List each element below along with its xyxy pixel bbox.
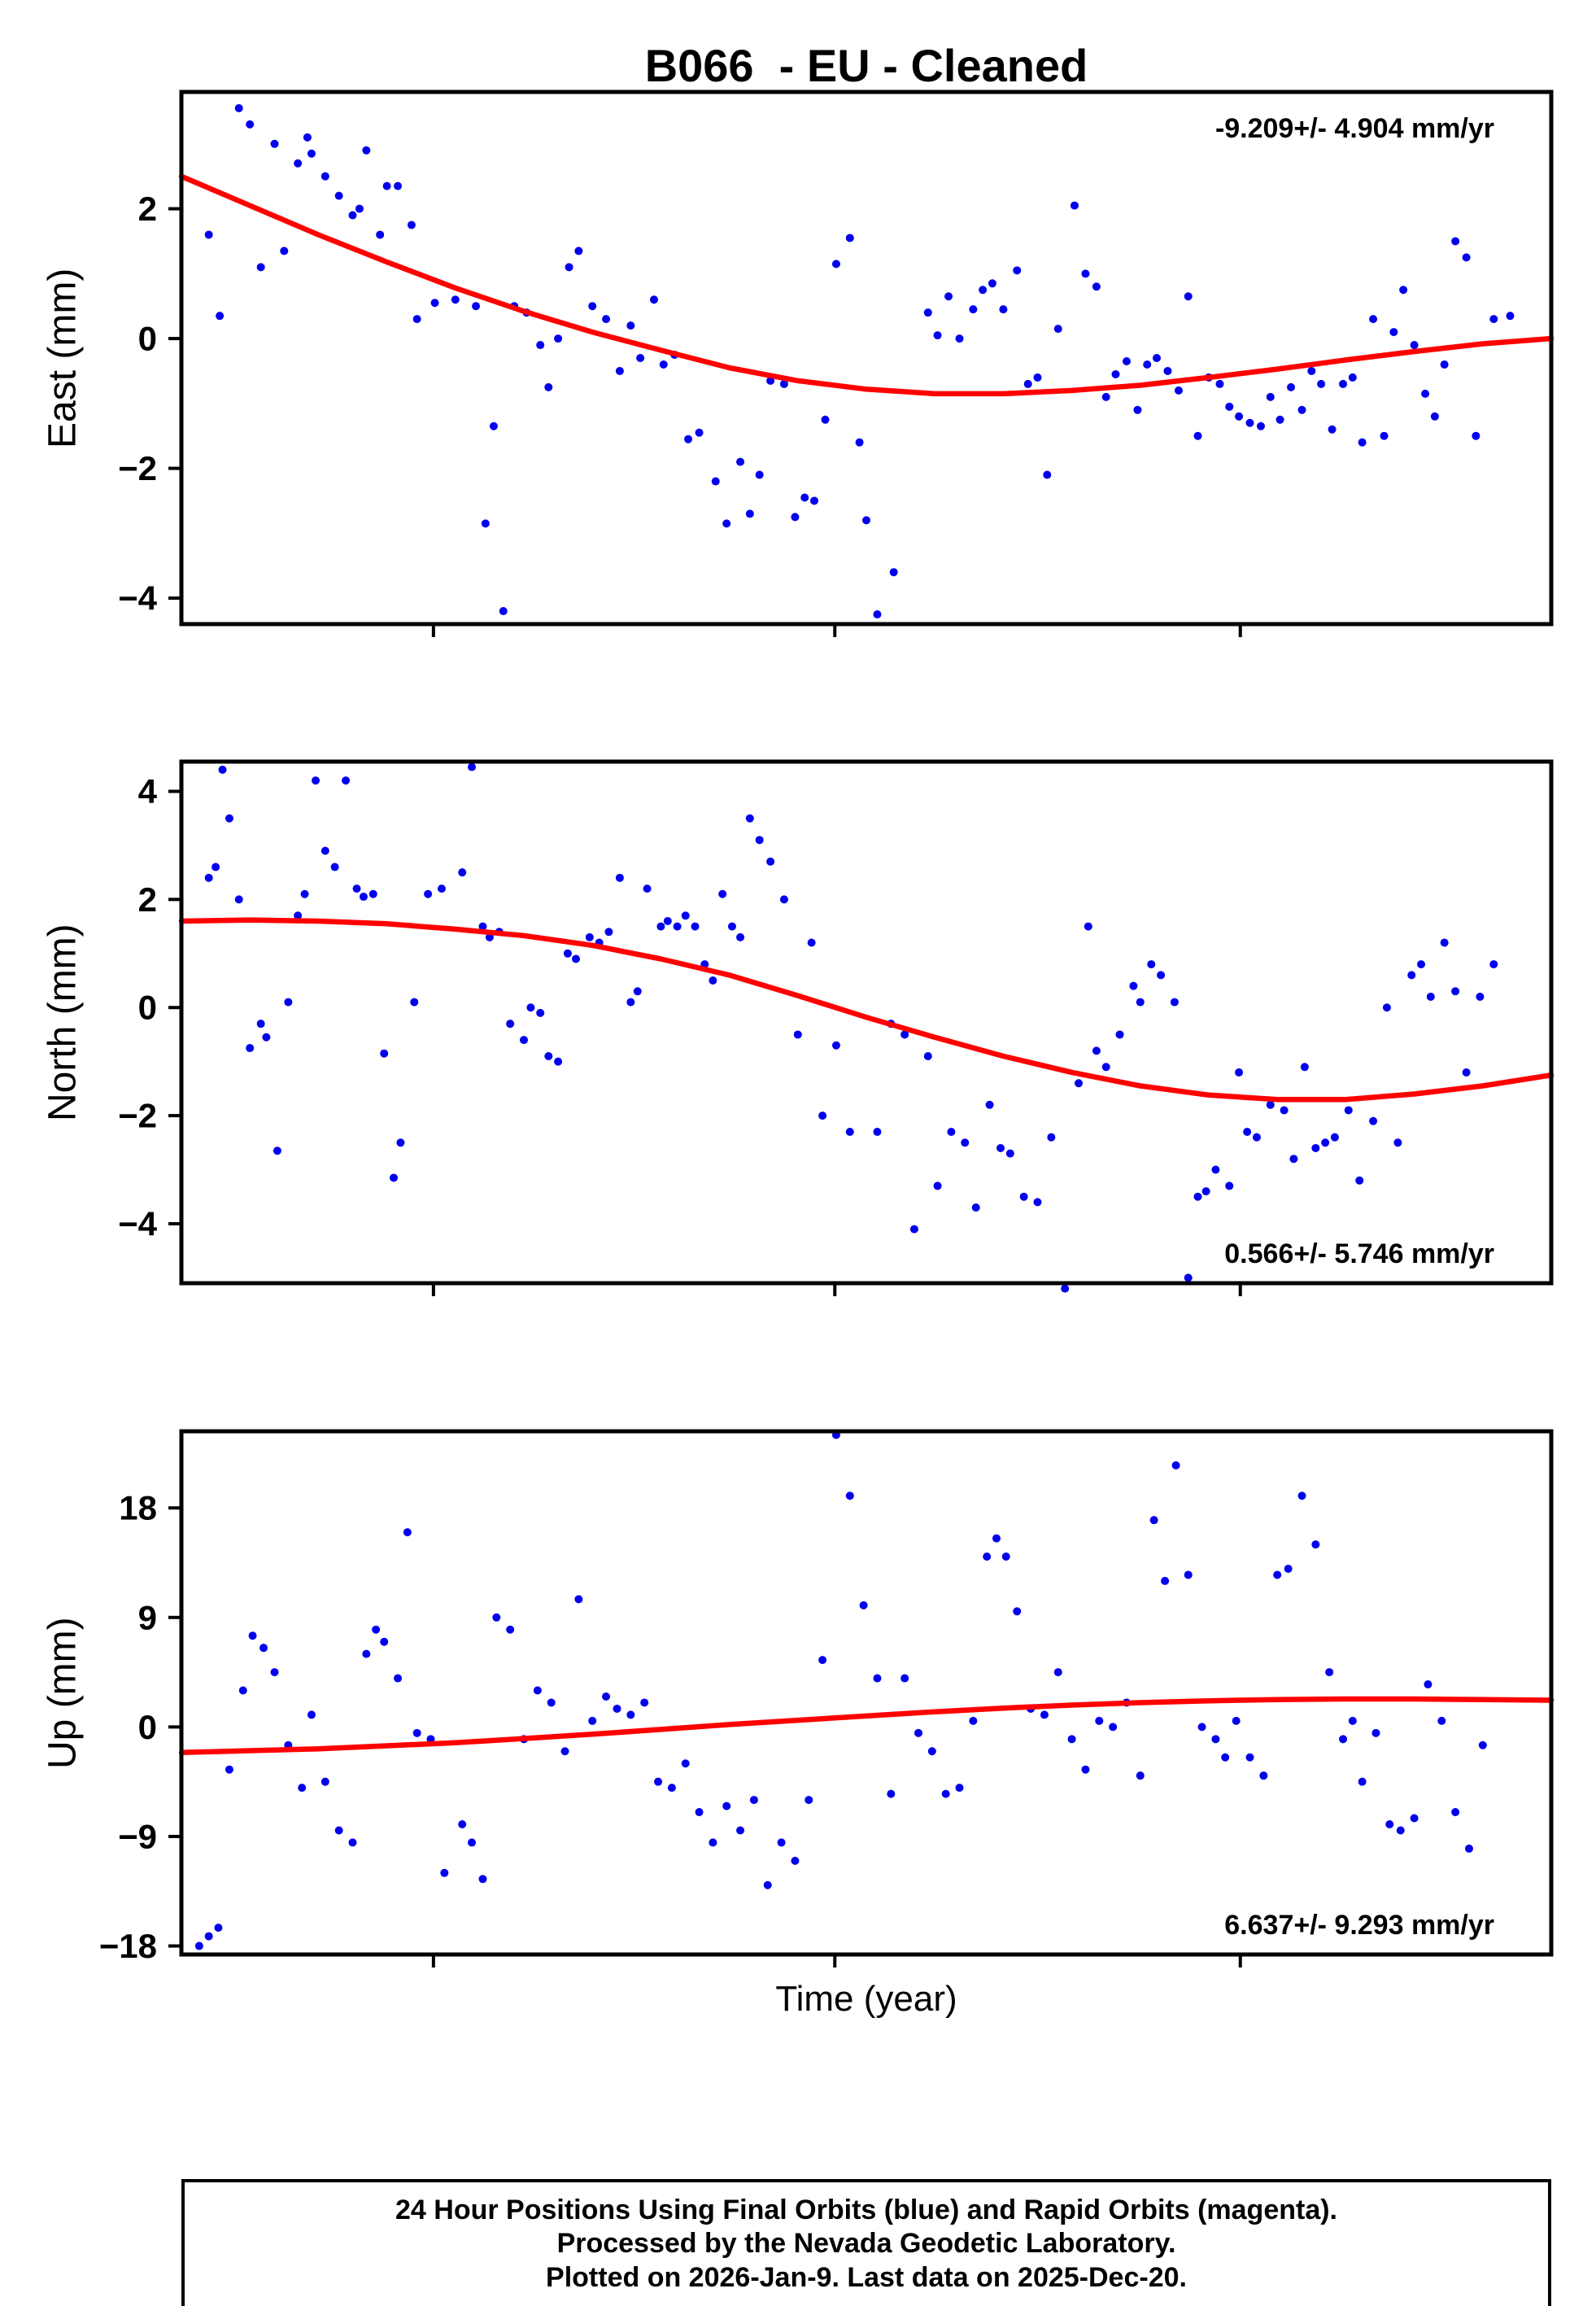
up-panel: Up (mm) −18 −9 0 9 18 6.637+/- 9.293 mm/yr [41,1429,1555,1968]
footer-line-3: Plotted on 2026-Jan-9. Last data on 2025… [546,2261,1187,2293]
x-axis-label: Time (year) [775,1979,957,2019]
svg-text:−2: −2 [118,1097,157,1135]
up-rate-annotation: 6.637+/- 9.293 mm/yr [1224,1910,1494,1941]
north-plot: −4 −2 0 2 4 [118,759,1555,1296]
svg-text:4: 4 [138,772,158,810]
footer-line-2: Processed by the Nevada Geodetic Laborat… [556,2228,1176,2260]
svg-text:−2: −2 [118,449,157,487]
footer-box: 24 Hour Positions Using Final Orbits (bl… [181,2179,1551,2306]
north-rate-annotation: 0.566+/- 5.746 mm/yr [1224,1238,1494,1269]
svg-text:−18: −18 [99,1927,157,1965]
up-plot: −18 −9 0 9 18 [99,1429,1555,1968]
svg-text:0: 0 [138,320,157,358]
svg-text:−9: −9 [118,1817,157,1855]
north-y-axis-label: North (mm) [41,924,85,1121]
east-y-axis-label: East (mm) [41,268,85,448]
svg-text:2: 2 [138,190,157,228]
svg-text:18: 18 [119,1489,157,1527]
svg-text:2: 2 [138,880,157,919]
svg-text:9: 9 [138,1598,157,1636]
footer-line-1: 24 Hour Positions Using Final Orbits (bl… [395,2195,1337,2225]
svg-text:−4: −4 [118,579,158,618]
page-title: B066 - EU - Cleaned [644,40,1088,91]
east-rate-annotation: -9.209+/- 4.904 mm/yr [1214,113,1494,144]
east-plot: −4 −2 0 2 [118,90,1555,637]
up-y-axis-label: Up (mm) [41,1617,85,1769]
east-panel: East (mm) −4 −2 0 2 -9.209+/- 4.904 mm/yr [41,90,1555,637]
svg-text:0: 0 [138,989,157,1027]
svg-text:0: 0 [138,1708,157,1746]
north-panel: North (mm) −4 −2 0 2 4 0.566+/- 5.746 mm/yr [41,759,1555,1296]
svg-text:−4: −4 [118,1204,158,1243]
